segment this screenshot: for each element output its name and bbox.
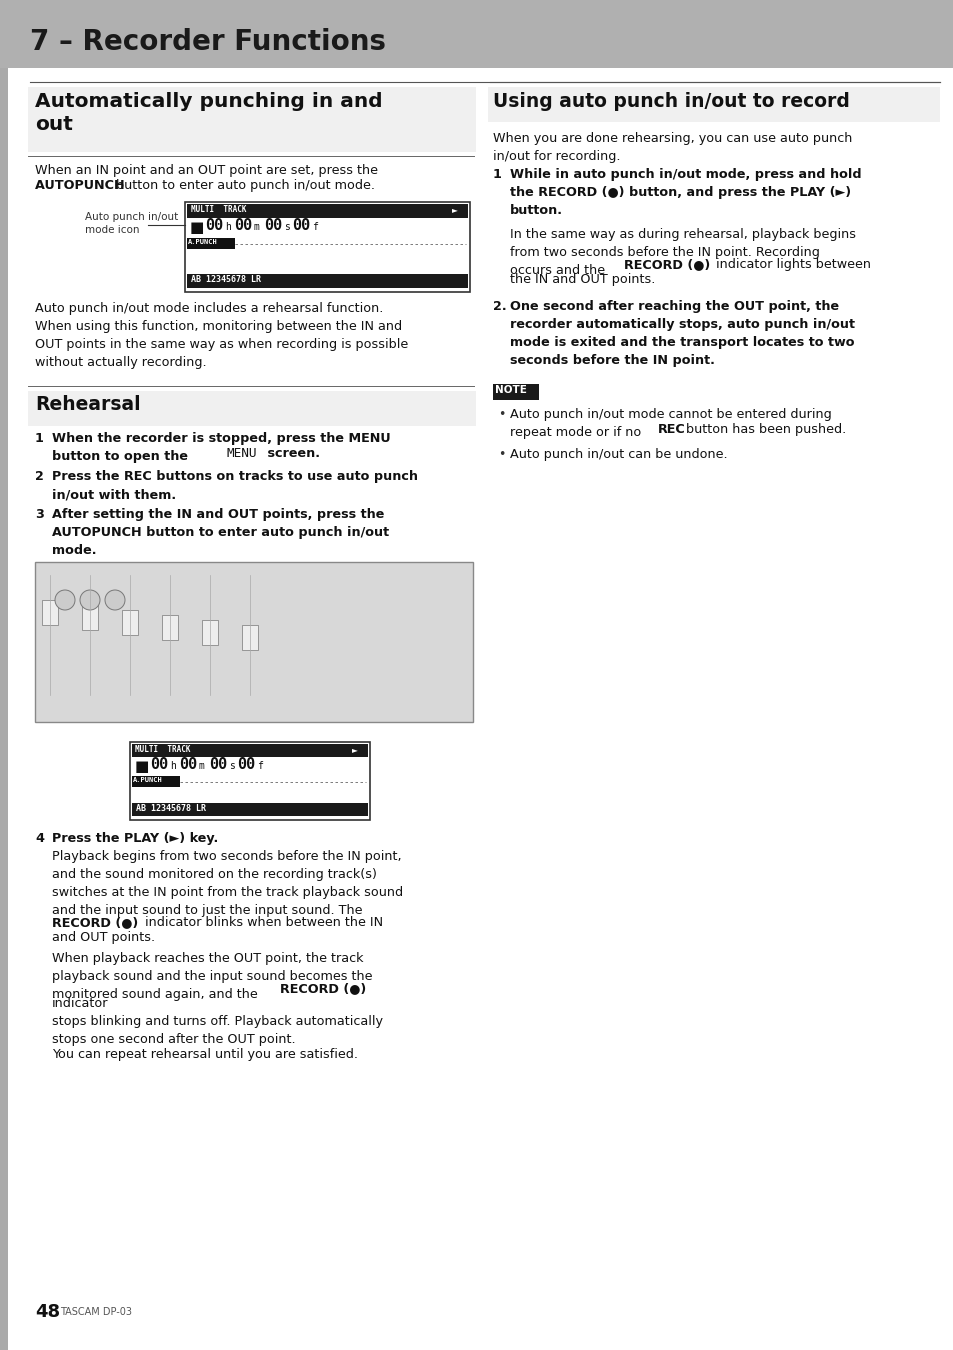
Text: 00: 00 bbox=[233, 217, 252, 234]
Text: While in auto punch in/out mode, press and hold
the RECORD (●) button, and press: While in auto punch in/out mode, press a… bbox=[510, 167, 861, 217]
Text: MULTI  TRACK: MULTI TRACK bbox=[191, 205, 246, 215]
Text: indicator blinks when between the IN: indicator blinks when between the IN bbox=[141, 917, 383, 929]
Text: Auto punch in/out
mode icon: Auto punch in/out mode icon bbox=[85, 212, 178, 235]
Text: When you are done rehearsing, you can use auto punch
in/out for recording.: When you are done rehearsing, you can us… bbox=[493, 132, 851, 163]
Text: Auto punch in/out mode cannot be entered during
repeat mode or if no: Auto punch in/out mode cannot be entered… bbox=[510, 408, 831, 439]
Text: ​AUTOPUNCH: ​AUTOPUNCH bbox=[35, 180, 125, 192]
Text: f: f bbox=[256, 761, 263, 771]
Text: s: s bbox=[229, 761, 234, 771]
Text: screen.: screen. bbox=[263, 447, 319, 460]
Bar bbox=[493, 383, 538, 400]
Text: 00: 00 bbox=[209, 757, 227, 772]
Bar bbox=[35, 562, 473, 722]
Bar bbox=[488, 86, 939, 122]
Text: s: s bbox=[284, 221, 290, 232]
Text: 3: 3 bbox=[35, 508, 44, 521]
Text: RECORD (●): RECORD (●) bbox=[623, 258, 709, 271]
Text: ►: ► bbox=[452, 205, 457, 215]
Text: When an IN point and an OUT point are set, press the: When an IN point and an OUT point are se… bbox=[35, 163, 377, 177]
Text: 00: 00 bbox=[179, 757, 197, 772]
Text: In the same way as during rehearsal, playback begins
from two seconds before the: In the same way as during rehearsal, pla… bbox=[510, 228, 855, 277]
Text: Automatically punching in and
out: Automatically punching in and out bbox=[35, 92, 382, 135]
Text: Using auto punch in/out to record: Using auto punch in/out to record bbox=[493, 92, 849, 111]
Text: m: m bbox=[199, 761, 205, 771]
Text: 1: 1 bbox=[35, 432, 44, 446]
Circle shape bbox=[55, 590, 75, 610]
Text: 00: 00 bbox=[236, 757, 255, 772]
Text: 00: 00 bbox=[264, 217, 282, 234]
Text: RECORD (●): RECORD (●) bbox=[52, 917, 138, 929]
Text: Auto punch in/out mode includes a rehearsal function.
When using this function, : Auto punch in/out mode includes a rehear… bbox=[35, 302, 408, 369]
Text: Press the REC buttons on tracks to use auto punch
in/out with them.: Press the REC buttons on tracks to use a… bbox=[52, 470, 417, 501]
Bar bbox=[187, 204, 468, 217]
Text: Press the PLAY (►) key.: Press the PLAY (►) key. bbox=[52, 832, 218, 845]
Text: •: • bbox=[497, 448, 505, 460]
Text: NOTE: NOTE bbox=[495, 385, 526, 396]
Text: and OUT points.: and OUT points. bbox=[52, 931, 155, 944]
Text: h: h bbox=[225, 221, 231, 232]
Text: TASCAM DP-03: TASCAM DP-03 bbox=[60, 1307, 132, 1318]
Bar bbox=[82, 605, 98, 630]
Bar bbox=[28, 392, 476, 427]
Bar bbox=[42, 599, 58, 625]
Text: ■: ■ bbox=[190, 220, 204, 235]
Circle shape bbox=[80, 590, 100, 610]
Text: 4: 4 bbox=[35, 832, 44, 845]
Bar bbox=[202, 620, 218, 645]
Text: One second after reaching the OUT point, the
recorder automatically stops, auto : One second after reaching the OUT point,… bbox=[510, 300, 854, 367]
Text: button has been pushed.: button has been pushed. bbox=[681, 423, 845, 436]
Text: 2.: 2. bbox=[493, 300, 506, 313]
Bar bbox=[132, 776, 180, 787]
Text: Playback begins from two seconds before the IN point,
and the sound monitored on: Playback begins from two seconds before … bbox=[52, 850, 403, 917]
Text: AB 12345678 LR: AB 12345678 LR bbox=[191, 275, 261, 284]
Text: You can repeat rehearsal until you are satisfied.: You can repeat rehearsal until you are s… bbox=[52, 1048, 357, 1061]
Text: •: • bbox=[497, 408, 505, 421]
Text: button to enter auto punch in/out mode.: button to enter auto punch in/out mode. bbox=[112, 180, 375, 192]
Text: the IN and OUT points.: the IN and OUT points. bbox=[510, 273, 655, 286]
Text: 00: 00 bbox=[205, 217, 223, 234]
Text: m: m bbox=[253, 221, 259, 232]
Bar bbox=[187, 274, 468, 288]
Bar bbox=[0, 0, 953, 68]
Text: A.PUNCH: A.PUNCH bbox=[188, 239, 217, 244]
Text: When playback reaches the OUT point, the track
playback sound and the input soun: When playback reaches the OUT point, the… bbox=[52, 952, 372, 1000]
Text: 1: 1 bbox=[493, 167, 501, 181]
Bar bbox=[0, 68, 8, 1350]
Bar bbox=[242, 625, 257, 649]
Text: 00: 00 bbox=[292, 217, 310, 234]
Text: AB 12345678 LR: AB 12345678 LR bbox=[136, 805, 206, 813]
Bar bbox=[28, 86, 476, 153]
Text: REC: REC bbox=[658, 423, 685, 436]
Text: After setting the IN and OUT points, press the
AUTOPUNCH button to enter auto pu: After setting the IN and OUT points, pre… bbox=[52, 508, 389, 558]
Text: 2: 2 bbox=[35, 470, 44, 483]
Text: indicator
stops blinking and turns off. Playback automatically
stops one second : indicator stops blinking and turns off. … bbox=[52, 998, 382, 1046]
Text: ■: ■ bbox=[135, 759, 150, 774]
Text: 00: 00 bbox=[150, 757, 168, 772]
Bar bbox=[132, 803, 368, 815]
Text: RECORD (●): RECORD (●) bbox=[280, 981, 366, 995]
Text: ►: ► bbox=[352, 745, 357, 755]
Text: f: f bbox=[312, 221, 317, 232]
Text: MENU: MENU bbox=[227, 447, 257, 460]
Text: A.PUNCH: A.PUNCH bbox=[132, 778, 163, 783]
Text: h: h bbox=[170, 761, 175, 771]
Bar bbox=[122, 610, 138, 634]
Text: MULTI  TRACK: MULTI TRACK bbox=[135, 745, 191, 755]
Bar bbox=[187, 238, 234, 248]
Text: When the recorder is stopped, press the MENU
button to open the: When the recorder is stopped, press the … bbox=[52, 432, 390, 463]
Circle shape bbox=[105, 590, 125, 610]
Text: Rehearsal: Rehearsal bbox=[35, 396, 140, 414]
Bar bbox=[132, 744, 368, 757]
Bar bbox=[185, 202, 470, 292]
Text: 48: 48 bbox=[35, 1303, 60, 1322]
Bar bbox=[162, 616, 178, 640]
Text: 7 – Recorder Functions: 7 – Recorder Functions bbox=[30, 28, 386, 55]
Text: indicator lights between: indicator lights between bbox=[711, 258, 870, 271]
Text: Auto punch in/out can be undone.: Auto punch in/out can be undone. bbox=[510, 448, 727, 460]
Bar bbox=[130, 743, 370, 819]
